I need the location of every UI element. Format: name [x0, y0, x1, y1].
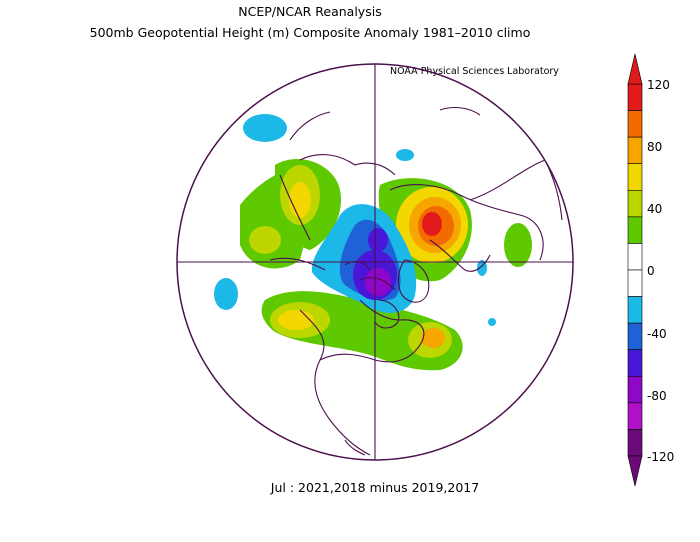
colorbar-label-0: 0	[647, 264, 655, 278]
colorbar-label-minus80: -80	[647, 389, 667, 403]
colorbar-swatch	[627, 136, 643, 165]
colorbar-top-arrow	[627, 53, 643, 85]
map-subtitle: 500mb Geopotential Height (m) Composite …	[89, 25, 531, 40]
credit-label: NOAA Physical Sciences Laboratory	[390, 66, 559, 77]
colorbar-swatch	[627, 296, 643, 324]
coast-alaska	[269, 257, 326, 271]
anomaly-negative-north-core	[368, 228, 388, 252]
colorbar-swatch	[627, 269, 643, 297]
colorbar-swatch	[627, 216, 643, 244]
anomaly-positive-pacific-core	[249, 226, 281, 254]
colorbar-label-120: 120	[647, 78, 670, 92]
colorbar-swatch	[627, 83, 643, 111]
coast-africa	[469, 159, 563, 221]
colorbar	[627, 53, 643, 487]
colorbar-swatch	[627, 243, 643, 271]
coast-central-america	[344, 439, 366, 456]
colorbar-label-minus120: -120	[647, 450, 675, 464]
colorbar-swatch	[627, 189, 643, 218]
colorbar-label-40: 40	[647, 202, 663, 216]
colorbar-label-80: 80	[647, 140, 663, 154]
colorbar-label-minus40: -40	[647, 327, 667, 341]
colorbar-bottom-arrow	[627, 455, 643, 487]
coast-southeast-asia	[289, 106, 481, 141]
anomaly-positive-asia	[504, 223, 532, 267]
composite-caption: Jul : 2021,2018 minus 2019,2017	[270, 480, 480, 495]
anomaly-positive-europe-core	[422, 212, 442, 236]
colorbar-swatch	[627, 322, 643, 351]
colorbar-swatch	[627, 349, 643, 377]
map-boundary	[176, 63, 574, 461]
anomaly-positive-namerica-core	[278, 310, 314, 330]
map-title: NCEP/NCAR Reanalysis	[238, 4, 382, 19]
anomaly-negative-beaufort	[396, 149, 414, 161]
colorbar-swatch	[627, 110, 643, 138]
coast-hudson-bay	[374, 299, 400, 329]
anomaly-negative-arctic-core	[365, 268, 391, 296]
anomaly-negative-atlantic-small	[488, 318, 496, 326]
colorbar-swatch	[627, 375, 643, 404]
coast-siberia	[279, 154, 396, 241]
colorbar-swatch	[627, 402, 643, 430]
coast-greenland	[397, 259, 430, 303]
colorbar-swatch	[627, 429, 643, 457]
coast-north-america	[299, 299, 425, 456]
colorbar-swatch	[627, 163, 643, 191]
anomaly-negative-nwpacific	[243, 114, 287, 142]
anomaly-positive-atlantic-core	[421, 328, 445, 348]
anomaly-positive-siberia-core	[289, 182, 311, 218]
coast-eurasia	[389, 184, 544, 272]
anomaly-negative-pacific	[214, 278, 238, 310]
anomaly-field	[214, 114, 532, 371]
